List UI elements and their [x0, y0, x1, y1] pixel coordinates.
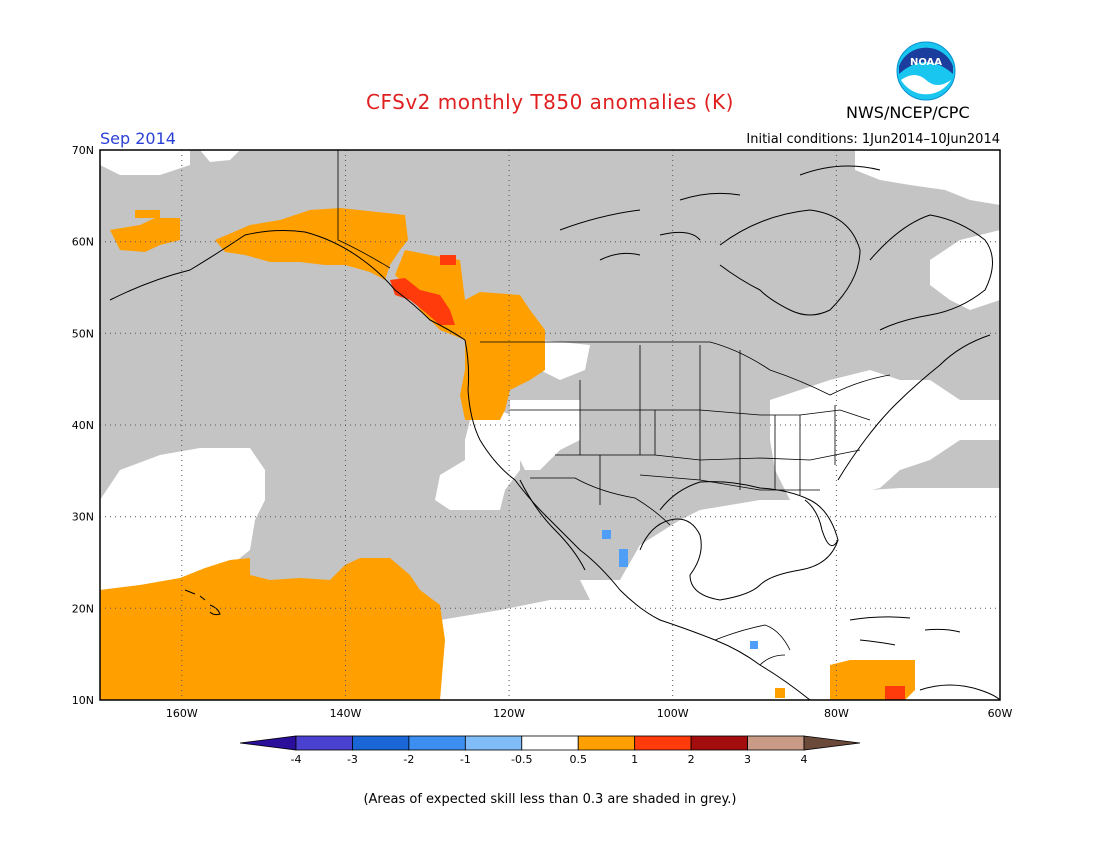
- agency-label: NWS/NCEP/CPC: [846, 103, 970, 122]
- border-us-mexico: [530, 477, 671, 526]
- warm-pacific-northwest: [395, 250, 545, 420]
- political-borders: [337, 150, 891, 666]
- coast-florida: [804, 499, 839, 547]
- lat-label: 60N: [72, 236, 94, 249]
- colorbar-label: -0.5: [511, 753, 532, 766]
- warm-bering: [110, 218, 180, 252]
- neutral-regions: [100, 150, 1000, 700]
- border-states-row3: [639, 474, 820, 491]
- noaa-logo-icon: NOAA: [896, 41, 956, 101]
- strong-warm-bc-coast: [390, 278, 455, 325]
- lat-label: 10N: [72, 694, 94, 707]
- cool-anomaly-regions: [602, 530, 758, 649]
- coast-baja: [519, 479, 586, 571]
- warm-north-pacific: [100, 558, 445, 700]
- coast-gulf-mexico: [639, 481, 839, 601]
- colorbar-cell: [634, 735, 692, 751]
- colorbar-cell-low: [239, 735, 297, 751]
- warm-yucatan-speck: [775, 688, 785, 698]
- colorbar-cell-high: [803, 735, 861, 751]
- colorbar-cell: [690, 735, 748, 751]
- colorbar-label: -3: [347, 753, 358, 766]
- initial-conditions: Initial conditions: 1Jun2014–10Jun2014: [746, 132, 1000, 147]
- neutral-labrador: [930, 230, 1000, 310]
- border-canada-us: [480, 341, 891, 396]
- colorbar-label: 0.5: [569, 753, 587, 766]
- coastlines: [109, 165, 1001, 701]
- coast-hawaii: [184, 589, 221, 616]
- lat-label: 70N: [72, 144, 94, 157]
- neutral-central-pacific: [100, 448, 265, 590]
- lon-label: 80W: [824, 707, 849, 720]
- neutral-rockies: [540, 340, 590, 380]
- lat-label: 40N: [72, 419, 94, 432]
- colorbar-label: 2: [688, 753, 695, 766]
- neutral-arctic-west: [100, 150, 190, 175]
- latitude-labels: 70N 60N 50N 40N 30N 20N 10N: [72, 144, 94, 707]
- lon-label: 140W: [330, 707, 362, 720]
- coast-arctic-islands: [559, 165, 881, 261]
- longitude-labels: 160W 140W 120W 100W 80W 60W: [166, 707, 1013, 720]
- lat-label: 50N: [72, 327, 94, 340]
- border-states-row2: [555, 449, 861, 461]
- cool-mexico-north: [602, 530, 611, 539]
- colorbar-label: 3: [744, 753, 751, 766]
- map-frame: [99, 149, 1001, 701]
- neutral-nevada-utah: [510, 400, 580, 470]
- colorbar: -4 -3 -2 -1 -0.5 0.5 1 2 3 4: [239, 735, 861, 766]
- colorbar-cell: [408, 735, 466, 751]
- coast-caribbean: [849, 616, 1001, 701]
- strong-warm-regions: [390, 255, 905, 700]
- colorbar-label: 4: [801, 753, 808, 766]
- coast-hudson-bay: [719, 209, 861, 316]
- lon-label: 160W: [166, 707, 198, 720]
- colorbar-label: -2: [403, 753, 414, 766]
- logo-text: NOAA: [910, 57, 942, 68]
- neutral-eastern-us: [770, 370, 1000, 500]
- warm-alaska-north: [135, 210, 160, 218]
- colorbar-cell: [521, 735, 579, 751]
- neutral-mexico-caribbean-south: [440, 488, 1000, 700]
- forecast-month: Sep 2014: [100, 129, 176, 148]
- colorbar-label: -4: [291, 753, 302, 766]
- lon-label: 120W: [493, 707, 525, 720]
- map-title: CFSv2 monthly T850 anomalies (K): [366, 90, 734, 114]
- graticule: [100, 150, 1000, 700]
- border-alaska-canada: [337, 150, 391, 269]
- neutral-arctic-mid: [200, 150, 240, 162]
- warm-alaska-gulf: [215, 208, 408, 280]
- colorbar-cell: [747, 735, 805, 751]
- cool-central-america: [750, 641, 758, 649]
- border-states-row1: [510, 409, 871, 421]
- lon-label: 60W: [988, 707, 1013, 720]
- coast-alaska: [109, 230, 466, 341]
- colorbar-cell: [295, 735, 353, 751]
- lon-label: 100W: [657, 707, 689, 720]
- coast-east-us: [837, 334, 991, 481]
- strong-warm-venezuela: [885, 686, 905, 700]
- cool-mexico-central: [619, 549, 628, 567]
- lat-label: 30N: [72, 511, 94, 524]
- neutral-california: [435, 410, 520, 510]
- colorbar-label: -1: [460, 753, 471, 766]
- neutral-arctic-east: [855, 150, 1000, 205]
- strong-warm-bc-interior: [440, 255, 456, 265]
- border-central-america: [714, 624, 791, 666]
- lat-label: 20N: [72, 602, 94, 615]
- coast-labrador: [869, 214, 993, 331]
- colorbar-cell: [577, 735, 636, 751]
- warm-anomaly-regions: [100, 208, 915, 700]
- border-states-cols: [579, 345, 836, 505]
- coast-west-us: [464, 339, 811, 701]
- colorbar-cell: [464, 735, 523, 751]
- colorbar-cell: [352, 735, 410, 751]
- skill-footnote: (Areas of expected skill less than 0.3 a…: [363, 792, 737, 807]
- colorbar-label: 1: [631, 753, 638, 766]
